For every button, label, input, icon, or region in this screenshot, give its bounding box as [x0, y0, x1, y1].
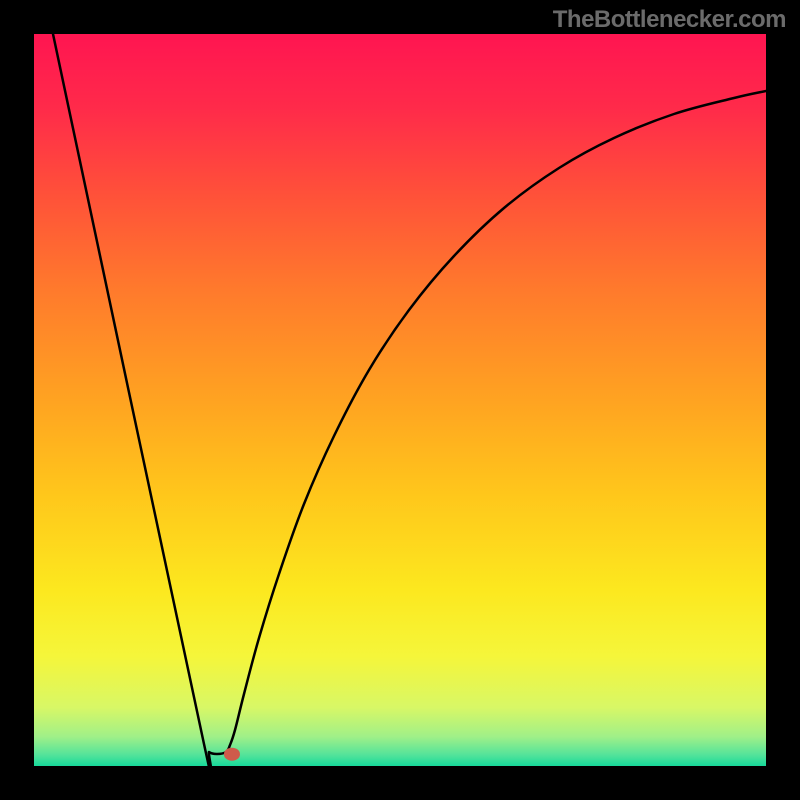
chart-frame: TheBottlenecker.com [0, 0, 800, 800]
watermark-text: TheBottlenecker.com [553, 6, 786, 34]
curve-line [34, 34, 766, 766]
plot-area [34, 34, 766, 766]
min-marker [224, 748, 240, 761]
